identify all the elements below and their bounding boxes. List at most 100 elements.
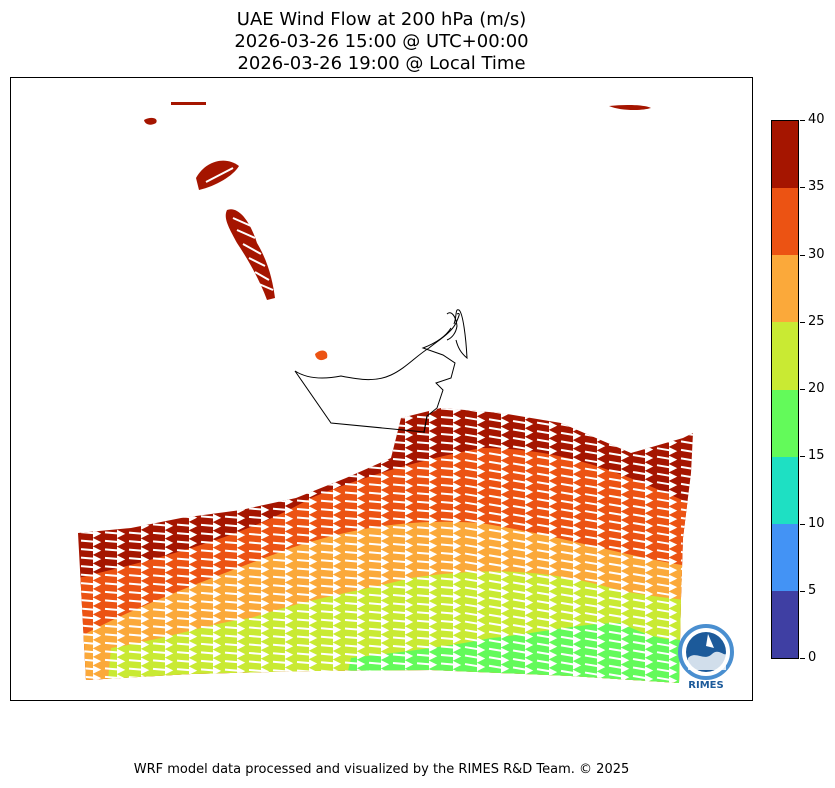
wind-arrow-head [141,555,150,564]
wind-arrow [392,408,412,411]
wind-arrow [176,413,196,417]
wind-arrow [224,408,244,409]
wind-arrow-head [357,464,366,473]
wind-arrow [681,696,699,699]
wind-arrow-head [357,498,366,507]
wind-arrow-head [669,438,678,447]
wind-arrow-head [237,454,246,463]
wind-arrow-head [573,678,582,683]
wind-arrow [680,457,693,463]
wind-arrow-head [309,497,318,507]
wind-arrow [200,506,220,511]
wind-arrow [585,698,603,701]
wind-arrow-head [405,473,414,482]
wind-arrow-head [189,666,198,675]
wind-arrow-head [213,505,222,514]
wind-arrow [392,679,412,683]
wind-arrow-head [501,681,510,683]
wind-arrow-head [357,617,366,626]
wind-arrow [104,488,124,493]
wind-arrow-head [285,497,294,506]
wind-arrow [537,695,555,698]
wind-arrow-head [261,531,270,540]
wind-arrow-head [694,484,699,489]
wind-arrow-head [549,515,558,524]
wind-arrow-head [694,459,699,464]
wind-arrow-head [405,447,414,457]
wind-arrow [152,429,172,434]
wind-arrow-head [189,624,198,633]
wind-arrow-head [381,473,390,482]
wind-arrow-head [237,514,246,523]
wind-arrow [128,412,148,417]
wind-arrow-head [261,480,270,489]
wind-arrow [320,474,340,478]
wind-arrow-head [621,562,630,571]
wind-arrow-head [645,632,654,641]
wind-arrow-head [573,431,582,440]
wind-arrow [200,676,220,681]
wind-arrow-head [117,623,126,632]
wind-arrow-head [357,634,366,643]
wind-arrow-head [549,642,558,651]
wind-arrow-head [333,651,342,660]
wind-arrow-head [549,617,558,626]
wind-arrow [296,677,316,682]
wind-arrow [609,691,627,694]
wind-arrow-head [261,590,270,600]
wind-arrow-head [165,487,174,497]
wind-arrow-head [669,549,678,558]
wind-arrow [537,686,555,689]
wind-arrow [272,677,292,682]
wind-arrow-head [429,643,438,652]
wind-arrow-head [285,548,294,557]
wind-arrow-head [645,555,654,565]
wind-arrow [536,676,556,682]
wind-arrow-head [694,442,699,447]
wind-arrow [200,472,220,477]
wind-arrow-head [453,533,462,542]
wind-arrow-head [117,563,126,572]
wind-arrow [80,480,100,484]
wind-arrow [104,412,124,416]
wind-arrow-head [381,668,390,677]
wind-arrow [368,408,388,411]
wind-arrow-head [669,642,678,651]
isolated-wind-patches [144,102,651,361]
wind-arrow-head [357,438,366,448]
wind-arrow-head [117,408,126,411]
wind-arrow-head [309,489,318,498]
wind-arrow [105,685,123,687]
wind-arrow [296,473,316,478]
wind-arrow-head [429,592,438,601]
wind-arrow-head [93,639,102,649]
wind-arrow-head [261,437,270,447]
wind-arrow-head [477,433,486,442]
wind-arrow-head [333,591,342,600]
wind-arrow-head [525,674,534,683]
wind-arrow-head [429,422,438,431]
wind-arrow-head [501,664,510,673]
wind-arrow [584,425,604,431]
wind-arrow [248,430,268,435]
wind-arrow-head [261,454,270,464]
wind-arrow [656,421,676,427]
wind-arrow-head [165,479,174,488]
wind-arrow-head [309,463,318,473]
wind-arrow-head [453,609,462,619]
wind-arrow-head [141,427,150,437]
wind-arrow-head [477,569,486,578]
wind-arrow-head [405,507,414,516]
wind-arrow-head [525,657,534,667]
colorbar-tick [800,187,805,189]
wind-arrow-head [357,506,366,516]
wind-arrow-head [93,622,102,632]
wind-arrow-head [309,548,318,558]
wind-arrow [296,414,316,418]
wind-arrow-head [117,572,126,581]
wind-arrow-head [405,422,414,431]
wind-arrow [561,696,579,699]
wind-arrow-head [453,473,462,483]
wind-arrow [200,464,220,468]
wind-arrow [680,576,693,582]
